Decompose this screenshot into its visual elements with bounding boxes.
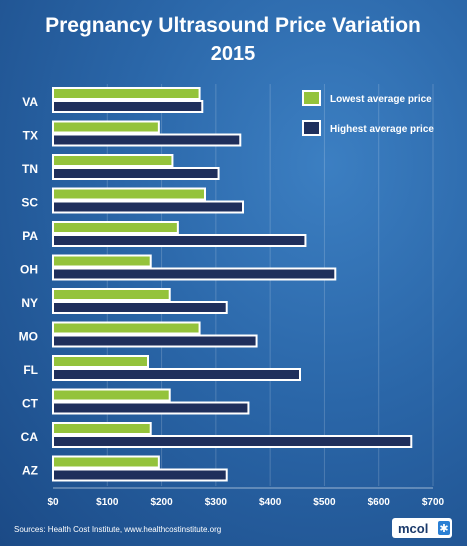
labels-layer: $0 $100 $200 $300 $400 $500 $600 $700 VA TX TN SC PA… (19, 95, 445, 508)
legend: Lowest average price Highest average pric… (302, 90, 434, 136)
bar-highest-price (52, 368, 301, 381)
bar-highest-price (52, 200, 244, 214)
category-label: MO (19, 329, 38, 343)
category-label: AZ (22, 463, 38, 477)
x-tick-label: $700 (422, 497, 445, 508)
x-tick-label: $300 (205, 497, 228, 508)
bar-lowest-price (52, 422, 152, 435)
grid-layer (53, 84, 434, 489)
bar-highest-price (52, 401, 250, 415)
bar-lowest-price (52, 187, 206, 201)
x-tick-label: $500 (313, 497, 336, 508)
bar-highest-price (52, 133, 242, 147)
x-tick-label: $100 (96, 497, 119, 508)
category-label: VA (22, 95, 38, 109)
logo-text: mcol (398, 521, 428, 536)
legend-swatch-lowest (302, 90, 321, 106)
category-label: PA (22, 229, 38, 243)
bar-lowest-price (52, 87, 201, 100)
bar-lowest-price (52, 355, 149, 368)
legend-label-highest: Highest average price (330, 124, 434, 135)
category-label: SC (21, 195, 38, 209)
category-label: OH (20, 262, 38, 276)
bars-layer (52, 87, 413, 482)
logo-star-icon: ✱ (439, 522, 448, 535)
mcol-logo: mcol ✱ (392, 518, 452, 538)
x-tick-label: $200 (150, 497, 173, 508)
category-label: TN (22, 162, 38, 176)
bar-highest-price (52, 301, 228, 314)
category-label: TX (23, 128, 38, 142)
bar-lowest-price (52, 288, 171, 301)
bar-highest-price (52, 234, 307, 247)
bar-highest-price (52, 435, 413, 448)
legend-label-lowest: Lowest average price (330, 94, 432, 105)
bar-lowest-price (52, 254, 152, 268)
bar-highest-price (52, 267, 337, 281)
bar-lowest-price (52, 120, 160, 134)
category-label: FL (23, 363, 38, 377)
source-note: Sources: Health Cost Institute, www.heal… (14, 525, 221, 534)
bar-lowest-price (52, 154, 174, 167)
bar-highest-price (52, 100, 204, 113)
legend-swatch-highest (302, 120, 321, 136)
bar-lowest-price (52, 221, 179, 234)
category-label: NY (21, 296, 38, 310)
category-label: CT (22, 396, 39, 410)
bar-lowest-price (52, 388, 171, 402)
category-label: CA (21, 430, 39, 444)
bar-highest-price (52, 334, 258, 348)
bar-lowest-price (52, 321, 201, 335)
x-tick-label: $400 (259, 497, 282, 508)
x-tick-label: $0 (47, 497, 59, 508)
chart-subtitle: 2015 (211, 43, 256, 65)
bar-lowest-price (52, 455, 160, 469)
chart-title: Pregnancy Ultrasound Price Variation (45, 14, 421, 37)
bar-highest-price (52, 167, 220, 180)
bar-highest-price (52, 468, 228, 482)
x-tick-label: $600 (368, 497, 391, 508)
